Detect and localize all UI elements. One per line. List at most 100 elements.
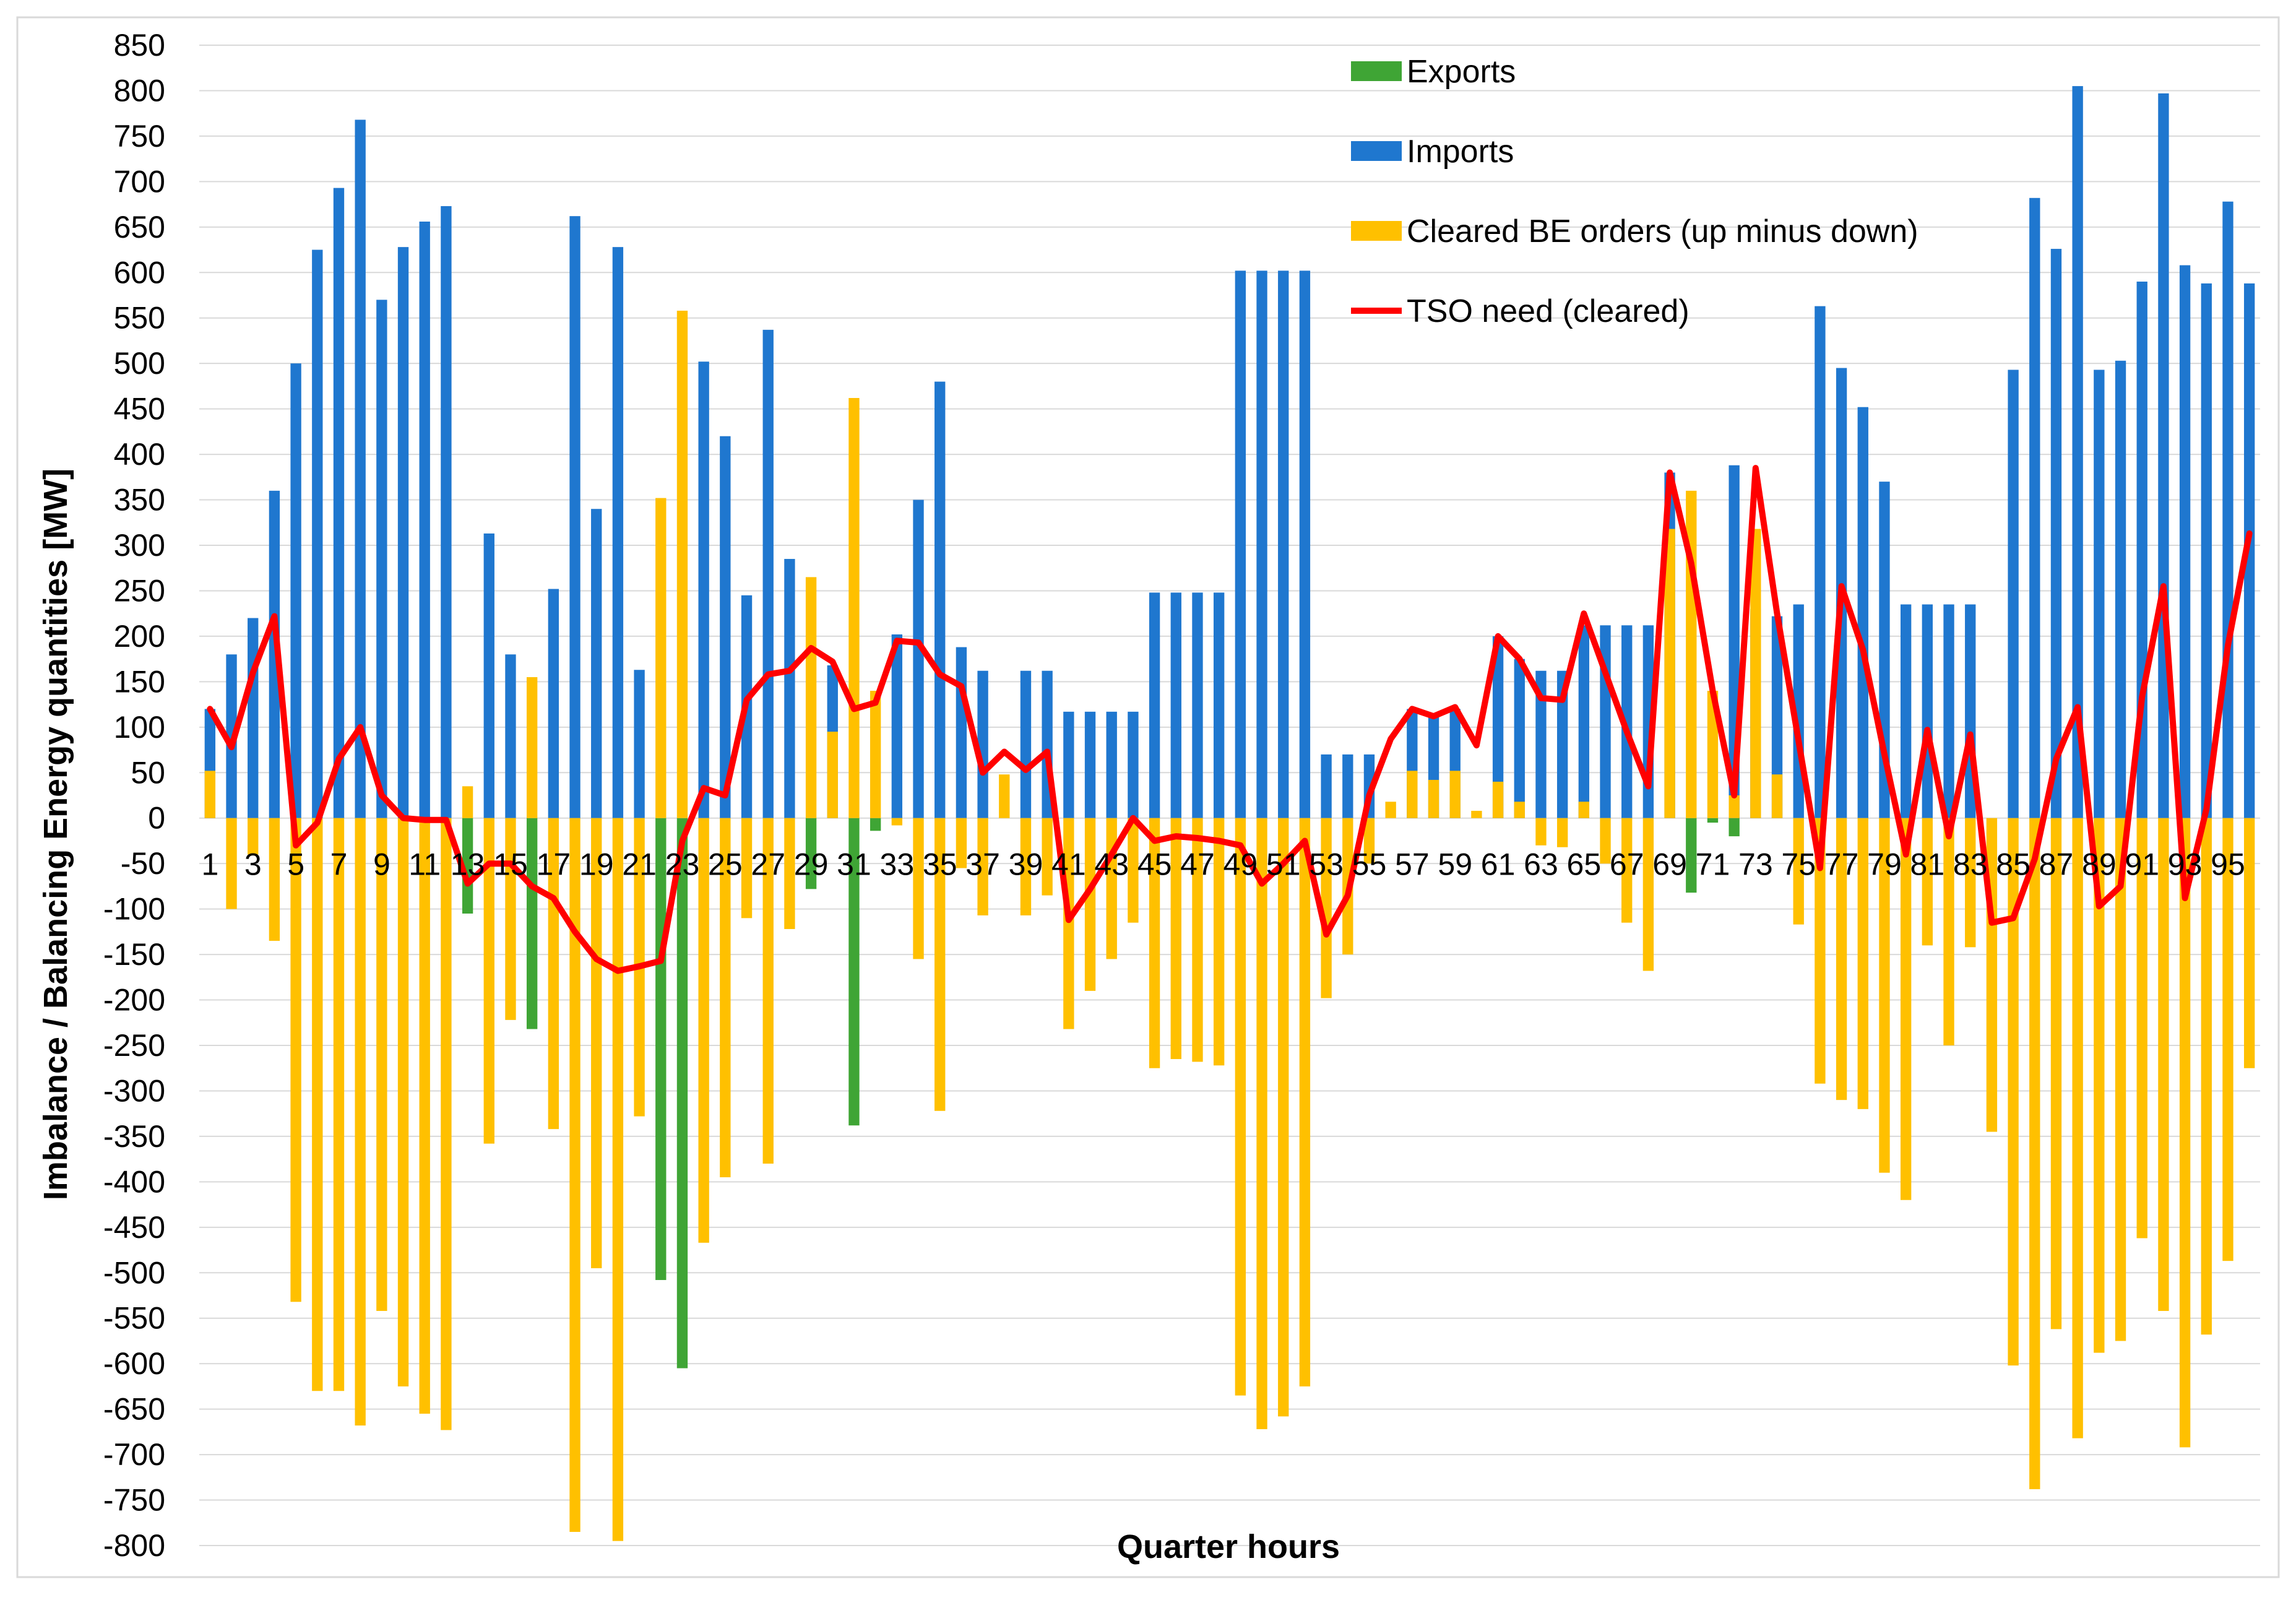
x-tick-label: 67 xyxy=(1610,847,1644,882)
bar-cleared xyxy=(269,818,280,941)
bar-cleared xyxy=(1042,818,1053,896)
bar-imports xyxy=(720,436,731,818)
x-tick-label: 61 xyxy=(1481,847,1516,882)
bar-imports xyxy=(441,206,452,818)
bar-cleared xyxy=(1385,802,1396,818)
bar-cleared xyxy=(1664,529,1675,818)
bar-imports xyxy=(698,361,709,818)
x-axis-ticks: 1 3 5 7 9 11 13 15 17 19 21 23 25 27 29 31 33 35 37 39 41 43 4… xyxy=(201,847,2245,882)
bar-cleared xyxy=(1084,818,1096,991)
x-tick-label: 37 xyxy=(965,847,1000,882)
bar-cleared xyxy=(956,818,967,868)
bar-imports xyxy=(1256,270,1267,818)
bar-imports xyxy=(1492,636,1504,818)
bar-cleared xyxy=(1471,810,1482,818)
bar-exports xyxy=(526,818,538,1029)
x-tick-label: 29 xyxy=(794,847,829,882)
bar-cleared xyxy=(483,818,494,1144)
bar-cleared xyxy=(1449,771,1461,818)
y-tick-label: 800 xyxy=(114,73,165,108)
bar-imports xyxy=(2008,370,2019,818)
y-tick-label: -100 xyxy=(103,892,165,927)
bar-cleared xyxy=(1363,818,1375,864)
bar-cleared xyxy=(1857,818,1868,1109)
bar-imports xyxy=(1170,592,1181,818)
x-tick-label: 13 xyxy=(451,847,485,882)
x-axis-title: Quarter hours xyxy=(1117,1528,1340,1565)
bar-cleared xyxy=(248,818,259,855)
bar-cleared xyxy=(1256,818,1267,1429)
bar-imports xyxy=(1213,592,1225,818)
y-tick-label: 750 xyxy=(114,119,165,154)
bar-imports xyxy=(1943,604,1954,818)
x-tick-label: 43 xyxy=(1094,847,1129,882)
x-tick-label: 21 xyxy=(622,847,657,882)
bar-imports xyxy=(397,247,409,818)
x-tick-label: 89 xyxy=(2082,847,2117,882)
bar-imports xyxy=(2201,283,2212,818)
bar-imports xyxy=(2072,86,2083,818)
x-tick-label: 85 xyxy=(1996,847,2031,882)
x-tick-label: 11 xyxy=(408,847,441,882)
x-tick-label: 71 xyxy=(1696,847,1730,882)
bar-cleared xyxy=(591,818,602,1268)
bar-imports xyxy=(548,589,559,818)
x-tick-label: 77 xyxy=(1824,847,1859,882)
bar-cleared xyxy=(1922,818,1933,946)
x-tick-label: 47 xyxy=(1180,847,1215,882)
bar-cleared xyxy=(612,818,624,1541)
x-tick-label: 79 xyxy=(1867,847,1902,882)
bar-cleared xyxy=(1900,818,1912,1200)
bar-cleared xyxy=(2008,818,2019,1366)
bar-cleared xyxy=(1578,802,1590,818)
y-tick-label: -450 xyxy=(103,1210,165,1245)
x-tick-label: 7 xyxy=(330,847,348,882)
bar-imports xyxy=(1321,754,1332,818)
bar-imports xyxy=(2050,249,2062,818)
x-tick-label: 55 xyxy=(1352,847,1387,882)
bar-cleared xyxy=(2115,818,2126,1341)
bar-imports xyxy=(569,216,580,818)
bar-cleared xyxy=(698,818,709,1243)
bar-cleared xyxy=(1407,771,1418,818)
x-tick-label: 5 xyxy=(287,847,304,882)
bar-imports xyxy=(1235,270,1246,818)
bar-cleared xyxy=(1492,781,1504,818)
bar-cleared xyxy=(441,818,452,1430)
bar-cleared xyxy=(1728,795,1740,818)
bar-cleared xyxy=(2029,818,2040,1489)
y-tick-label: -250 xyxy=(103,1028,165,1063)
bar-imports xyxy=(1149,592,1160,818)
legend-label: Cleared BE orders (up minus down) xyxy=(1407,214,1918,249)
bar-imports xyxy=(1621,625,1633,818)
y-tick-label: -300 xyxy=(103,1073,165,1108)
y-tick-label: 650 xyxy=(114,210,165,244)
y-tick-label: -700 xyxy=(103,1437,165,1472)
x-tick-label: 81 xyxy=(1910,847,1945,882)
bar-cleared xyxy=(290,818,301,1302)
bar-imports xyxy=(290,363,301,818)
bar-cleared xyxy=(2222,818,2233,1261)
bar-imports xyxy=(1278,270,1289,818)
x-tick-label: 95 xyxy=(2211,847,2245,882)
x-tick-label: 39 xyxy=(1009,847,1043,882)
y-tick-label: -650 xyxy=(103,1392,165,1427)
bar-imports xyxy=(956,647,967,818)
y-axis-ticks: -800-750-700-650-600-550-500-450-400-350… xyxy=(103,28,165,1563)
bar-cleared xyxy=(891,818,903,826)
bar-imports xyxy=(2094,370,2105,818)
bar-cleared xyxy=(355,818,366,1426)
x-tick-label: 49 xyxy=(1224,847,1258,882)
bar-cleared xyxy=(204,771,216,818)
bar-cleared xyxy=(1149,818,1160,1068)
bar-exports xyxy=(1707,818,1719,823)
x-tick-label: 35 xyxy=(923,847,957,882)
bar-imports xyxy=(355,119,366,818)
bar-exports xyxy=(870,818,881,831)
bar-cleared xyxy=(2243,818,2255,1068)
bar-imports xyxy=(1556,670,1568,818)
y-tick-label: 50 xyxy=(131,755,165,790)
bar-cleared xyxy=(827,732,838,818)
bar-cleared xyxy=(1299,818,1311,1386)
